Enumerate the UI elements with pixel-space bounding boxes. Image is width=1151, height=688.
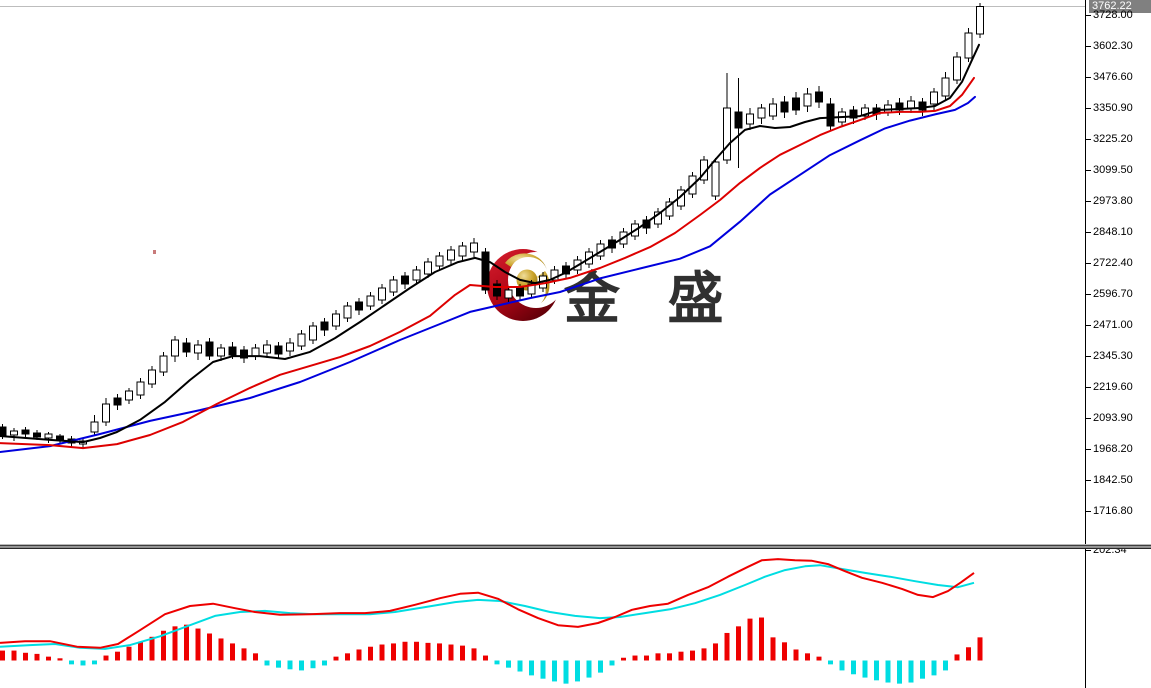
price-tick xyxy=(1086,201,1091,202)
price-tick xyxy=(1086,387,1091,388)
price-tick-label: 2722.40 xyxy=(1093,257,1133,269)
price-tick xyxy=(1086,325,1091,326)
price-tick xyxy=(1086,46,1091,47)
price-tick-label: 3476.60 xyxy=(1093,71,1133,83)
price-tick-label: 2848.10 xyxy=(1093,226,1133,238)
price-tick-label: 1842.50 xyxy=(1093,474,1133,486)
price-tick-label: 1968.20 xyxy=(1093,443,1133,455)
brand-name-text: 金 盛 xyxy=(564,267,740,330)
price-tick-label: 1716.80 xyxy=(1093,505,1133,517)
signal-line xyxy=(0,564,975,650)
panel-splitter-handle[interactable] xyxy=(0,544,1151,549)
price-tick xyxy=(1086,170,1091,171)
price-tick-label: 2093.90 xyxy=(1093,412,1133,424)
price-tick xyxy=(1086,418,1091,419)
price-tick xyxy=(1086,294,1091,295)
price-tick xyxy=(1086,77,1091,78)
price-tick-label: 3099.50 xyxy=(1093,164,1133,176)
macd-line xyxy=(0,558,975,649)
candles-layer xyxy=(0,2,984,449)
price-tick xyxy=(1086,356,1091,357)
ma-fast-line xyxy=(0,43,980,444)
price-tick-label: 2596.70 xyxy=(1093,288,1133,300)
price-tick xyxy=(1086,480,1091,481)
ma-mid-line xyxy=(0,76,975,450)
price-tick-label: 3602.30 xyxy=(1093,40,1133,52)
price-tick xyxy=(1086,108,1091,109)
main-price-chart[interactable] xyxy=(0,0,1085,544)
price-tick-label: 3225.20 xyxy=(1093,133,1133,145)
macd-indicator-chart[interactable] xyxy=(0,549,1085,688)
price-tick-label: 2345.30 xyxy=(1093,350,1133,362)
price-tick-label: 3728.00 xyxy=(1093,9,1133,21)
price-tick xyxy=(1086,511,1091,512)
price-tick xyxy=(1086,139,1091,140)
price-tick xyxy=(1086,449,1091,450)
price-tick-label: 2973.80 xyxy=(1093,195,1133,207)
price-tick-label: 2471.00 xyxy=(1093,319,1133,331)
current-price-badge: 3762.22 xyxy=(1089,0,1151,13)
price-tick-label: 2219.60 xyxy=(1093,381,1133,393)
indicator-axis-tick xyxy=(1086,550,1091,551)
price-tick-label: 3350.90 xyxy=(1093,102,1133,114)
price-tick xyxy=(1086,263,1091,264)
ma-slow-line xyxy=(0,95,976,453)
macd-histogram xyxy=(0,617,983,684)
price-axis[interactable]: 3762.22 3728.00 3602.30 3476.60 3350.90 3225… xyxy=(1085,0,1151,688)
stray-red-dot xyxy=(153,250,156,254)
price-tick xyxy=(1086,15,1091,16)
price-tick xyxy=(1086,232,1091,233)
